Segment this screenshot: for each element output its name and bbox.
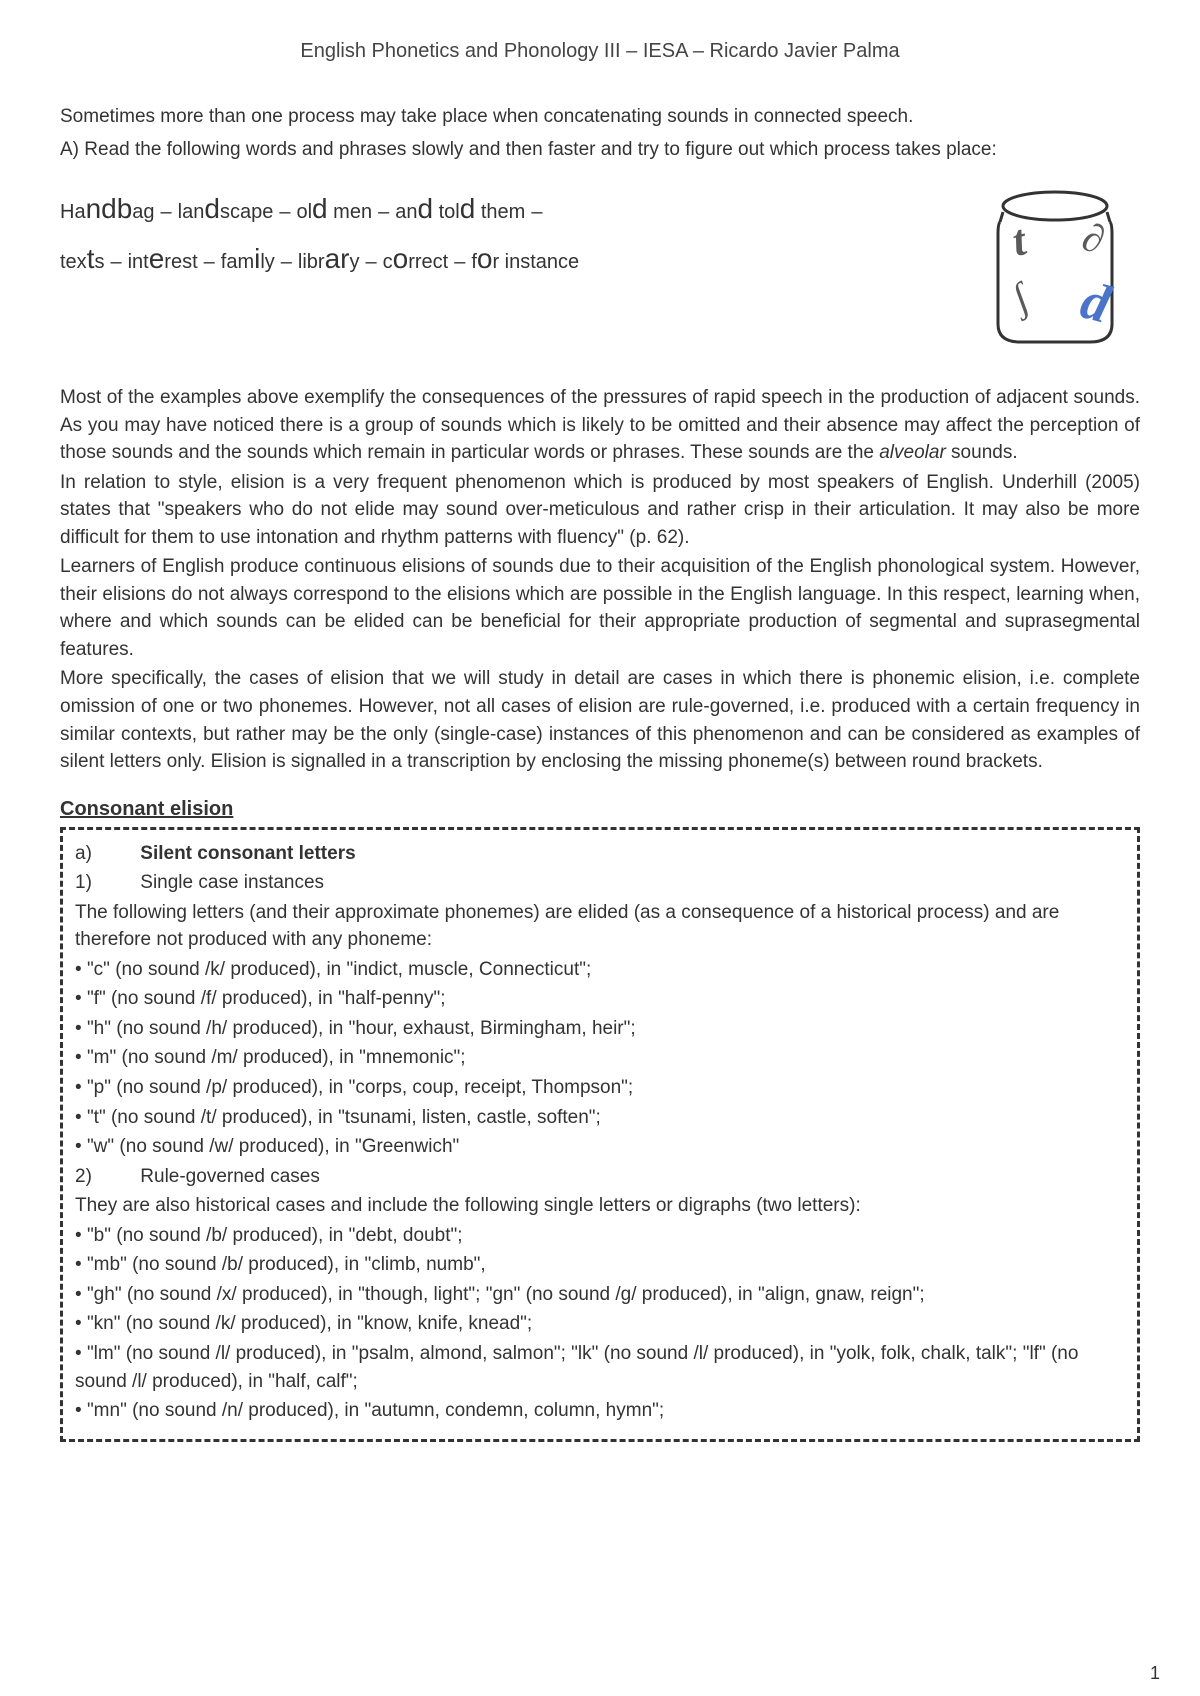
body-p2: In relation to style, elision is a very … — [60, 469, 1140, 552]
example-separator: – — [279, 201, 290, 223]
example-text: s — [94, 251, 104, 273]
body-p1-tail: sounds. — [946, 442, 1018, 463]
box-bullet-item: "c" (no sound /k/ produced), in "indict,… — [75, 956, 1125, 984]
box-sub2-list: "b" (no sound /b/ produced), in "debt, d… — [75, 1222, 1125, 1425]
example-separator: – — [454, 251, 465, 273]
body-p3: Learners of English produce continuous e… — [60, 553, 1140, 663]
example-separator: – — [110, 251, 121, 273]
example-separator: – — [281, 251, 292, 273]
examples-line-1: Handbag–landscape–old men–and told them– — [60, 184, 940, 234]
example-text: tol — [433, 201, 460, 223]
box-sub1-title: Single case instances — [140, 872, 324, 893]
example-emph: d — [312, 193, 328, 224]
example-emph: e — [149, 243, 165, 274]
section-heading: Consonant elision — [60, 798, 1140, 821]
box-sub2-label: 2) — [75, 1163, 135, 1191]
body-p1: Most of the examples above exemplify the… — [60, 384, 1140, 467]
example-emph: d — [204, 193, 220, 224]
box-bullet-item: "gh" (no sound /x/ produced), in "though… — [75, 1281, 1125, 1309]
intro-p2: A) Read the following words and phrases … — [60, 136, 1140, 165]
body-p1-italic: alveolar — [879, 442, 946, 463]
box-bullet-item: "b" (no sound /b/ produced), in "debt, d… — [75, 1222, 1125, 1250]
box-bullet-item: "lm" (no sound /l/ produced), in "psalm,… — [75, 1340, 1125, 1395]
example-emph: ndb — [86, 193, 133, 224]
box-sub1-list: "c" (no sound /k/ produced), in "indict,… — [75, 956, 1125, 1161]
box-sub2-row: 2) Rule-governed cases — [75, 1163, 1125, 1191]
example-text: int — [128, 251, 149, 273]
example-text: fam — [221, 251, 254, 273]
box-sub2-title: Rule-governed cases — [140, 1166, 320, 1187]
body-p4: More specifically, the cases of elision … — [60, 665, 1140, 775]
example-emph: o — [393, 243, 409, 274]
box-a-title: Silent consonant letters — [140, 843, 355, 864]
example-text: them — [475, 201, 525, 223]
example-emph: d — [417, 193, 433, 224]
example-text: men — [328, 201, 372, 223]
example-text: c — [383, 251, 393, 273]
box-bullet-item: "w" (no sound /w/ produced), in "Greenwi… — [75, 1133, 1125, 1161]
consonant-elision-box: a) Silent consonant letters 1) Single ca… — [60, 827, 1140, 1442]
examples-text: Handbag–landscape–old men–and told them–… — [60, 184, 940, 285]
box-sub1-row: 1) Single case instances — [75, 869, 1125, 897]
example-text: an — [395, 201, 417, 223]
box-bullet-item: "mn" (no sound /n/ produced), in "autumn… — [75, 1397, 1125, 1425]
example-text: tex — [60, 251, 87, 273]
intro-block: Sometimes more than one process may take… — [60, 103, 1140, 164]
examples-row: Handbag–landscape–old men–and told them–… — [60, 184, 1140, 354]
example-text: libr — [298, 251, 325, 273]
page-number: 1 — [1150, 1663, 1160, 1684]
intro-p1: Sometimes more than one process may take… — [60, 103, 1140, 132]
example-separator: – — [531, 201, 542, 223]
example-text: scape — [220, 201, 273, 223]
example-text: ol — [296, 201, 312, 223]
example-text: Ha — [60, 201, 86, 223]
box-bullet-item: "p" (no sound /p/ produced), in "corps, … — [75, 1074, 1125, 1102]
example-separator: – — [378, 201, 389, 223]
box-sub1-intro: The following letters (and their approxi… — [75, 899, 1125, 954]
box-bullet-item: "f" (no sound /f/ produced), in "half-pe… — [75, 985, 1125, 1013]
box-bullet-item: "kn" (no sound /k/ produced), in "know, … — [75, 1310, 1125, 1338]
example-text: rrect — [408, 251, 448, 273]
examples-line-2: texts–interest–family–library–correct–fo… — [60, 234, 940, 284]
box-a-label: a) — [75, 840, 135, 868]
box-bullet-item: "m" (no sound /m/ produced), in "mnemoni… — [75, 1044, 1125, 1072]
page-header: English Phonetics and Phonology III – IE… — [60, 40, 1140, 63]
box-bullet-item: "h" (no sound /h/ produced), in "hour, e… — [75, 1015, 1125, 1043]
jar-illustration: t∂ʃd — [970, 184, 1140, 354]
example-text: ly — [260, 251, 274, 273]
example-text: y — [350, 251, 360, 273]
box-bullet-item: "mb" (no sound /b/ produced), in "climb,… — [75, 1251, 1125, 1279]
example-emph: o — [477, 243, 493, 274]
example-separator: – — [366, 251, 377, 273]
example-text: r instance — [492, 251, 579, 273]
example-text: rest — [164, 251, 197, 273]
example-emph: d — [460, 193, 476, 224]
box-bullet-item: "t" (no sound /t/ produced), in "tsunami… — [75, 1104, 1125, 1132]
body-text: Most of the examples above exemplify the… — [60, 384, 1140, 776]
jar-icon: t∂ʃd — [970, 184, 1140, 354]
example-emph: ar — [325, 243, 350, 274]
example-separator: – — [204, 251, 215, 273]
box-a-row: a) Silent consonant letters — [75, 840, 1125, 868]
box-sub1-label: 1) — [75, 869, 135, 897]
example-text: ag — [132, 201, 154, 223]
example-text: lan — [178, 201, 205, 223]
example-separator: – — [161, 201, 172, 223]
box-sub2-intro: They are also historical cases and inclu… — [75, 1192, 1125, 1220]
